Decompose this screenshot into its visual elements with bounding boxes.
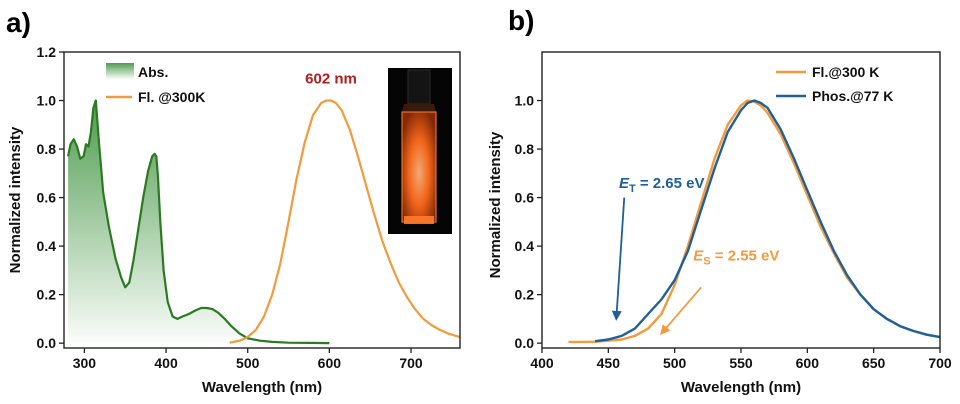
y-ticks-a: 0.0 0.2 0.4 0.6 0.8 1.0 1.2 (37, 44, 64, 351)
x-axis-label-b: Wavelength (nm) (681, 379, 801, 396)
legend-label-phos77: Phos.@77 K (812, 88, 893, 104)
es-arrow (660, 286, 702, 335)
plot-frame-a (63, 51, 461, 349)
es-rest: = 2.55 eV (711, 248, 780, 265)
y-ticks-b: 0.0 0.2 0.4 0.6 0.8 1.0 (515, 93, 542, 351)
x-tick-label: 500 (663, 355, 687, 371)
x-tick-label: 700 (399, 355, 423, 371)
et-rest: = 2.65 eV (636, 175, 705, 192)
legend-swatch-abs (106, 63, 134, 79)
es-label: ES = 2.55 eV (693, 248, 779, 268)
x-tick-label: 400 (154, 355, 178, 371)
x-axis-label-a: Wavelength (nm) (202, 379, 322, 396)
x-tick-label: 600 (318, 355, 342, 371)
y-tick-label: 0.4 (37, 238, 57, 254)
y-tick-label: 0.6 (37, 190, 57, 206)
et-label: ET = 2.65 eV (619, 175, 705, 195)
y-axis-label-b: Normalized intensity (487, 131, 504, 278)
x-tick-label: 500 (236, 355, 260, 371)
legend-label-fl300: Fl.@300 K (812, 64, 879, 80)
x-tick-label: 550 (729, 355, 753, 371)
x-tick-label: 650 (862, 355, 886, 371)
y-tick-label: 0.6 (515, 190, 535, 206)
legend-a: Abs. Fl. @300K (106, 63, 205, 105)
y-tick-label: 0.2 (37, 287, 57, 303)
x-tick-label: 400 (530, 355, 554, 371)
panel-b: b) 400 450 500 550 600 650 700 0.0 0.2 0.4 0.6 0.8… (487, 5, 952, 396)
abs-area (68, 100, 330, 344)
es-main: E (693, 248, 704, 265)
legend-label-abs: Abs. (138, 64, 168, 80)
panel-b-label: b) (508, 5, 534, 36)
y-tick-label: 1.2 (37, 44, 57, 60)
y-tick-label: 0.8 (37, 141, 57, 157)
y-tick-label: 0.4 (515, 238, 535, 254)
y-tick-label: 1.0 (515, 93, 535, 109)
x-tick-label: 600 (796, 355, 820, 371)
x-ticks-a: 300 400 500 600 700 (73, 348, 423, 371)
y-tick-label: 0.2 (515, 287, 535, 303)
y-axis-label-a: Normalized intensity (7, 126, 24, 273)
peak-annotation: 602 nm (305, 71, 357, 88)
y-tick-label: 0.0 (515, 335, 535, 351)
legend-label-fl: Fl. @300K (138, 89, 205, 105)
fl300-line (568, 99, 941, 344)
phos77-line (594, 99, 941, 343)
legend-b: Fl.@300 K Phos.@77 K (776, 64, 893, 104)
x-ticks-b: 400 450 500 550 600 650 700 (530, 348, 952, 371)
cuvette-photo (388, 68, 452, 234)
x-tick-label: 700 (928, 355, 952, 371)
y-tick-label: 1.0 (37, 93, 57, 109)
et-main: E (619, 175, 630, 192)
x-tick-label: 300 (73, 355, 97, 371)
abs-line (67, 99, 330, 345)
fl-line (229, 99, 461, 344)
y-tick-label: 0.0 (37, 335, 57, 351)
et-arrow (611, 197, 626, 321)
panel-a: a) 300 400 500 600 700 0.0 0.2 0.4 0.6 0.8 1.0 1.2… (6, 7, 461, 396)
y-tick-label: 0.8 (515, 141, 535, 157)
x-tick-label: 450 (597, 355, 621, 371)
es-sub: S (703, 256, 710, 268)
et-sub: T (629, 183, 636, 195)
panel-a-label: a) (6, 7, 31, 38)
